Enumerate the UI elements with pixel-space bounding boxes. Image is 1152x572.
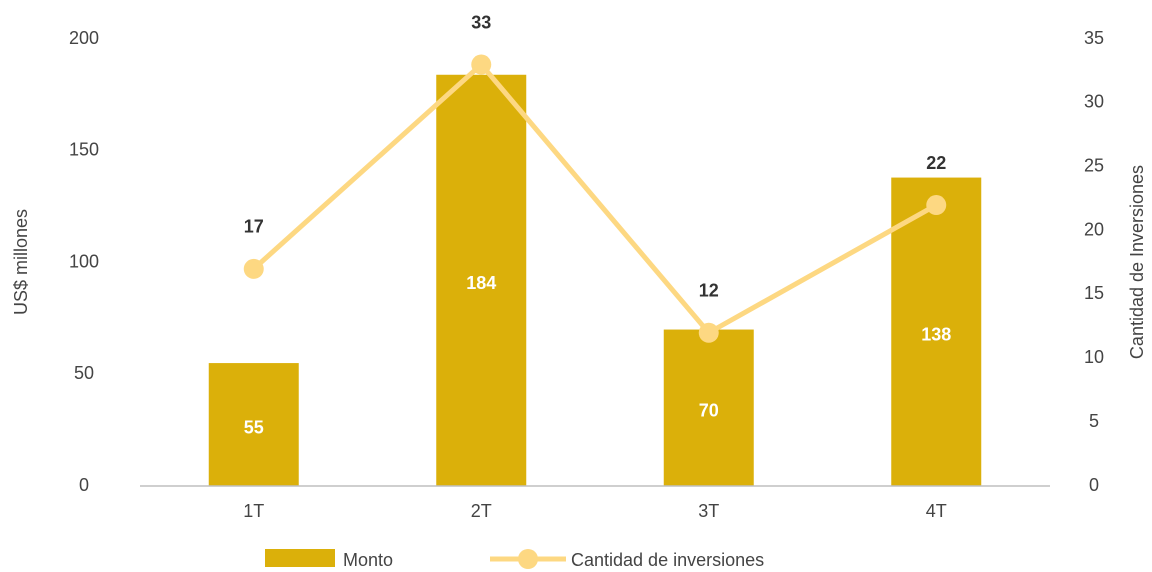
- line-value-label: 12: [699, 280, 719, 300]
- bar-value-label: 55: [244, 417, 264, 437]
- y2-tick-label: 5: [1089, 411, 1099, 431]
- y-tick-label: 200: [69, 28, 99, 48]
- x-tick-label: 4T: [926, 501, 947, 521]
- bar: [663, 329, 754, 486]
- line-value-label: 33: [471, 12, 491, 32]
- y2-tick-label: 10: [1084, 347, 1104, 367]
- line: [252, 60, 938, 336]
- y2-tick-label: 30: [1084, 92, 1104, 112]
- line-value-label: 22: [926, 153, 946, 173]
- legend-swatch: [265, 549, 335, 567]
- x-tick-label: 1T: [243, 501, 264, 521]
- y-axis-title: US$ millones: [11, 209, 31, 315]
- y2-tick-label: 0: [1089, 475, 1099, 495]
- bar-value-label: 138: [921, 325, 951, 345]
- y2-tick-label: 25: [1084, 155, 1104, 175]
- bar-value-label: 184: [466, 273, 496, 293]
- line-point: [926, 195, 947, 216]
- bar: [208, 363, 299, 486]
- y2-tick-label: 15: [1084, 283, 1104, 303]
- x-tick-label: 2T: [471, 501, 492, 521]
- legend-swatch-marker: [518, 549, 538, 569]
- x-tick-label: 3T: [698, 501, 719, 521]
- line-value-label: 17: [244, 217, 264, 237]
- bar: [891, 177, 982, 486]
- y-tick-label: 0: [79, 475, 89, 495]
- line-point: [698, 322, 719, 343]
- line-point: [471, 54, 492, 75]
- y-tick-label: 50: [74, 363, 94, 383]
- bar-value-label: 70: [699, 401, 719, 421]
- bar: [436, 74, 527, 486]
- y2-tick-label: 20: [1084, 219, 1104, 239]
- y2-tick-label: 35: [1084, 28, 1104, 48]
- y2-axis-title: Cantidad de Inversiones: [1127, 165, 1147, 359]
- line-point: [243, 258, 264, 279]
- legend-label: Cantidad de inversiones: [571, 550, 764, 570]
- y-tick-label: 150: [69, 140, 99, 160]
- legend-label: Monto: [343, 550, 393, 570]
- y-tick-label: 100: [69, 251, 99, 271]
